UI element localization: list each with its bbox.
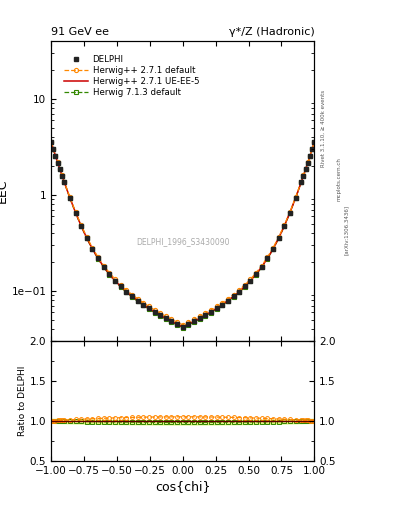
Line: DELPHI: DELPHI (49, 139, 317, 329)
Y-axis label: EEC: EEC (0, 179, 9, 203)
DELPHI (301, 173, 306, 179)
Herwig++ 2.7.1 default (312, 139, 317, 145)
DELPHI (141, 302, 146, 308)
Herwig++ 2.7.1 default (310, 146, 314, 152)
Herwig++ 2.7.1 default (101, 263, 106, 269)
Herwig 7.1.3 default (84, 236, 89, 242)
DELPHI (312, 139, 317, 145)
Herwig++ 2.7.1 default (141, 300, 146, 306)
Herwig 7.1.3 default (101, 264, 106, 270)
DELPHI (62, 179, 67, 185)
Herwig++ 2.7.1 UE-EE-5 (62, 179, 67, 185)
X-axis label: cos{chi}: cos{chi} (155, 480, 211, 493)
Herwig++ 2.7.1 UE-EE-5 (101, 264, 106, 270)
Text: 91 GeV ee: 91 GeV ee (51, 28, 109, 37)
Herwig 7.1.3 default (180, 325, 185, 331)
Legend: DELPHI, Herwig++ 2.7.1 default, Herwig++ 2.7.1 UE-EE-5, Herwig 7.1.3 default: DELPHI, Herwig++ 2.7.1 default, Herwig++… (61, 51, 203, 101)
DELPHI (84, 235, 89, 241)
Herwig 7.1.3 default (310, 146, 314, 152)
Herwig++ 2.7.1 UE-EE-5 (301, 173, 306, 179)
Y-axis label: Ratio to DELPHI: Ratio to DELPHI (18, 366, 27, 436)
DELPHI (49, 139, 53, 145)
Line: Herwig 7.1.3 default: Herwig 7.1.3 default (49, 140, 316, 330)
Line: Herwig++ 2.7.1 default: Herwig++ 2.7.1 default (49, 140, 316, 327)
DELPHI (310, 146, 314, 152)
Herwig++ 2.7.1 default (301, 173, 306, 179)
Herwig++ 2.7.1 default (84, 234, 89, 240)
Text: DELPHI_1996_S3430090: DELPHI_1996_S3430090 (136, 238, 230, 246)
Text: [arXiv:1306.3436]: [arXiv:1306.3436] (344, 205, 349, 255)
Herwig++ 2.7.1 default (62, 179, 67, 185)
Herwig++ 2.7.1 default (49, 139, 53, 145)
Herwig++ 2.7.1 UE-EE-5 (84, 235, 89, 241)
Herwig++ 2.7.1 UE-EE-5 (312, 139, 317, 145)
DELPHI (180, 324, 185, 330)
Text: mcplots.cern.ch: mcplots.cern.ch (336, 157, 341, 201)
Herwig++ 2.7.1 UE-EE-5 (310, 146, 314, 152)
Text: Rivet 3.1.10, ≥ 400k events: Rivet 3.1.10, ≥ 400k events (320, 90, 325, 166)
Herwig 7.1.3 default (141, 302, 146, 308)
Herwig 7.1.3 default (312, 139, 317, 145)
Herwig++ 2.7.1 default (180, 322, 185, 328)
Herwig 7.1.3 default (62, 179, 67, 185)
Line: Herwig++ 2.7.1 UE-EE-5: Herwig++ 2.7.1 UE-EE-5 (51, 142, 314, 327)
Text: γ*/Z (Hadronic): γ*/Z (Hadronic) (229, 28, 314, 37)
DELPHI (101, 264, 106, 270)
Herwig 7.1.3 default (301, 173, 306, 179)
Herwig++ 2.7.1 UE-EE-5 (180, 324, 185, 330)
Herwig++ 2.7.1 UE-EE-5 (141, 302, 146, 308)
Herwig 7.1.3 default (49, 139, 53, 145)
Herwig++ 2.7.1 UE-EE-5 (49, 139, 53, 145)
